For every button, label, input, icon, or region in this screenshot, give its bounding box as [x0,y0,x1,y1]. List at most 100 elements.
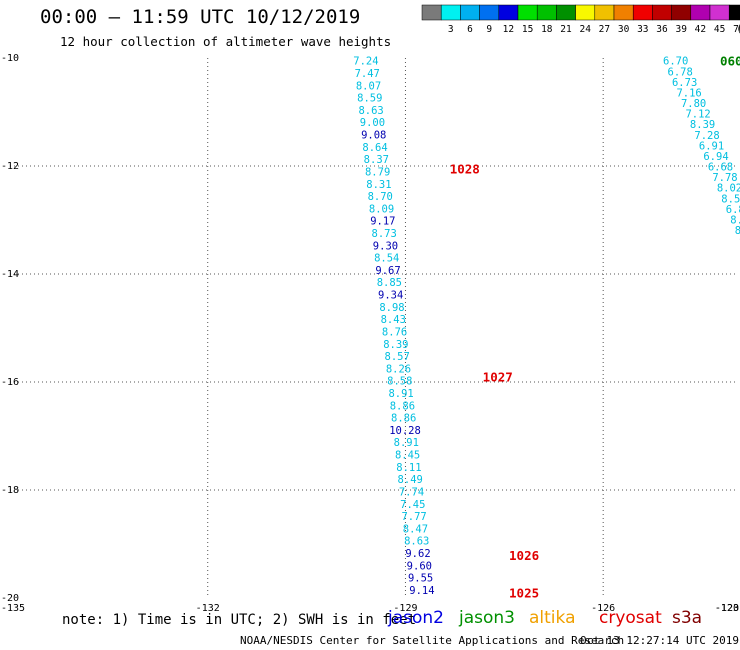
scale-label: 12 [503,24,514,34]
satellite-jason2: jason2 [388,608,444,628]
wave-height-value: 7.28 [694,130,719,142]
wave-height-value: 8.54 [374,253,399,265]
satellite-cryosat: cryosat [599,608,662,628]
wave-height-value: 8.86 [391,413,416,425]
chart-subtitle: 12 hour collection of altimeter wave hei… [60,34,392,49]
wave-height-value: 7.78 [712,172,737,184]
scale-swatch [728,4,740,21]
wave-height-value: 8.63 [358,105,383,117]
scale-label: 42 [695,24,706,34]
wave-height-value: 8.59 [357,93,382,105]
wave-height-value: 8.47 [403,523,428,535]
wave-height-value: 8.86 [390,400,415,412]
wave-height-value: 10.28 [389,425,421,437]
wave-height-value: 8.43 [381,314,406,326]
wave-height-value: 6.94 [703,151,728,163]
scale-label: 33 [637,24,648,34]
y-tick-label: -16 [1,377,19,388]
wave-height-value: 9.00 [360,117,385,129]
wave-height-value: 8.39 [690,119,715,131]
scale-label: 18 [541,24,553,34]
y-tick-label: -12 [1,161,19,172]
pass-time-label: 1028 [450,162,480,177]
satellite-altika: altika [529,608,576,628]
wave-height-value: 8.09 [369,203,394,215]
scale-label: 6 [467,24,473,34]
pass-time-label: 0605 [720,54,740,69]
wave-height-value: 8.57 [385,351,410,363]
wave-height-value: 8.79 [365,166,390,178]
wave-height-value: 8.63 [404,536,429,548]
wave-height-value: 8.58 [387,376,412,388]
wave-height-value: 8.02 [717,183,740,195]
wave-height-value: 9.14 [409,585,434,597]
scale-label: 3 [448,24,454,34]
scale-label: 30 [618,24,630,34]
wave-height-value: 7.16 [676,87,701,99]
satellite-jason3: jason3 [459,608,515,628]
credit-line: NOAA/NESDIS Center for Satellite Applica… [240,634,625,647]
wave-height-value: 8.98 [379,302,404,314]
scale-label: 70 [733,24,740,34]
x-tick-label: -123 [715,603,739,614]
wave-height-value: 8.11 [396,462,421,474]
wave-height-value: 8.70 [368,191,393,203]
wave-height-value: 7.74 [399,486,424,498]
scale-label: 24 [579,24,591,34]
chart-title: 00:00 – 11:59 UTC 10/12/2019 [40,6,361,28]
wave-height-value: 8.76 [382,326,407,338]
wave-height-value: 7.77 [401,511,426,523]
wave-height-value: 8.73 [372,228,397,240]
wave-height-value: 6.82 [726,204,740,216]
wave-height-value: 8.75 [730,214,740,226]
x-tick-label: -126 [591,603,615,614]
wave-height-value: 9.60 [407,560,432,572]
wave-height-value: 7.12 [685,109,710,121]
wave-height-value: 5.84 [739,56,740,68]
generated-timestamp: Oct 13 12:27:14 UTC 2019 [580,634,739,647]
wave-height-value: 8.91 [388,388,413,400]
footer-note: note: 1) Time is in UTC; 2) SWH is in fe… [62,612,417,628]
wave-height-value: 7.80 [681,98,706,110]
wave-height-value: 6.70 [663,56,688,68]
satellite-s3a: s3a [672,608,703,628]
pass-time-label: 1027 [483,370,513,385]
wave-height-value: 8.07 [356,80,381,92]
scale-label: 21 [560,24,572,34]
scale-label: 36 [656,24,668,34]
wave-height-value: 7.24 [353,56,378,68]
pass-time-label: 1025 [509,586,539,601]
scale-label: 9 [486,24,492,34]
color-scale-legend: 36912151821242730333639424570(ft) [421,4,740,34]
pass-time-label: 1026 [509,548,539,563]
wave-height-value: 8.85 [377,277,402,289]
y-tick-label: -18 [1,485,19,496]
scale-unit: (ft) [736,24,740,34]
wave-height-value: 9.55 [408,573,433,585]
wave-height-value: 8.39 [383,339,408,351]
wave-height-value: 9.67 [375,265,400,277]
x-tick-label: -135 [1,603,25,614]
map-plot: -135 -132 -129 -126 -123-120 -10 -12 -14 -16 -18 -… [1,53,740,614]
wave-height-value: 8.91 [394,437,419,449]
wave-height-value: 7.47 [355,68,380,80]
y-tick-label: -10 [1,53,19,64]
wave-height-value: 6.78 [668,66,693,78]
wave-height-value: 6.91 [699,140,724,152]
scale-label: 45 [714,24,725,34]
wave-height-value: 8.26 [386,363,411,375]
scale-label: 27 [599,24,610,34]
wave-height-value: 8.37 [364,154,389,166]
wave-height-value: 9.30 [373,240,398,252]
x-tick-label: -120 [715,603,739,614]
wave-height-value: 6.68 [708,162,733,174]
wave-height-value: 8.31 [366,179,391,191]
scale-label: 39 [675,24,687,34]
wave-height-value: 8.49 [398,474,423,486]
scale-label: 15 [522,24,533,34]
x-tick-label: -129 [393,603,417,614]
wave-height-value: 9.62 [405,548,430,560]
wave-height-value: 8.64 [362,142,387,154]
x-tick-label: -132 [196,603,220,614]
